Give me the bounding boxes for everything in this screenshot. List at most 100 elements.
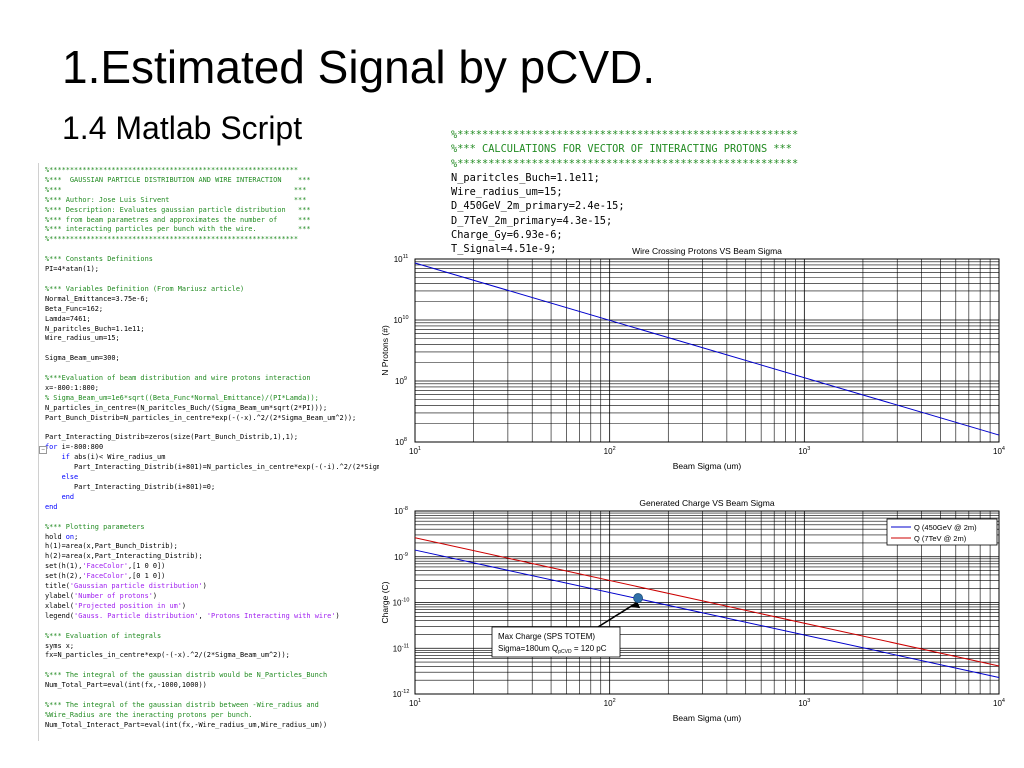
annotation-line-1: Max Charge (SPS TOTEM) bbox=[498, 632, 595, 641]
script-line: fx=N_particles_in_centre*exp(-(-x).^2/(2… bbox=[45, 651, 290, 660]
script-line: end bbox=[61, 492, 75, 501]
series-line bbox=[414, 262, 1000, 436]
annotation-box bbox=[491, 626, 621, 658]
script-line: Num_Total_Part=eval(int(fx,-1000,1000)) bbox=[45, 681, 207, 690]
script-line: xlabel('Projected position in um') bbox=[45, 601, 187, 610]
x-tick-label: 104 bbox=[993, 698, 1005, 708]
script-line: Sigma_Beam_um=300; bbox=[45, 354, 120, 363]
script-line: Part_Interacting_Distrib=zeros(size(Part… bbox=[45, 433, 299, 442]
script-line: %*** interacting particles per bunch wit… bbox=[45, 225, 311, 234]
script-line: %*** The integral of the gaussian distri… bbox=[45, 671, 328, 680]
script-line: %*** Variables Definition (From Mariusz … bbox=[45, 284, 245, 293]
script-line bbox=[45, 661, 379, 671]
legend-entry: Q (450GeV @ 2m) bbox=[914, 523, 977, 532]
script-line: set(h(1),'FaceColor',[1 0 0]) bbox=[45, 562, 166, 571]
y-tick-label: 1011 bbox=[394, 254, 409, 264]
x-tick-label: 103 bbox=[798, 446, 810, 456]
x-tick-label: 101 bbox=[409, 446, 421, 456]
y-tick-label: 10-10 bbox=[393, 598, 410, 608]
script-line bbox=[45, 364, 379, 374]
script-line: % Sigma_Beam_um=1e6*sqrt((Beta_Func*Norm… bbox=[45, 393, 319, 402]
y-tick-label: 109 bbox=[395, 376, 407, 386]
fold-marker-icon[interactable]: − bbox=[39, 446, 47, 454]
grid-lines bbox=[415, 259, 999, 442]
script-line: Part_Interacting_Distrib(i+801)=0; bbox=[45, 483, 216, 491]
y-tick-label: 10-11 bbox=[393, 643, 409, 653]
max-charge-marker bbox=[633, 593, 644, 603]
script-line bbox=[45, 691, 379, 701]
param-line: Charge_Gy=6.93e-6; bbox=[451, 229, 563, 242]
legend-box bbox=[886, 518, 998, 546]
x-tick-label: 102 bbox=[604, 446, 616, 456]
param-line: T_Signal=4.51e-9; bbox=[451, 243, 557, 256]
script-line: Num_Total_Interact_Part=eval(int(fx,-Wir… bbox=[45, 720, 328, 729]
y-tick-label: 10-9 bbox=[394, 552, 408, 562]
script-line bbox=[45, 424, 379, 434]
series-line bbox=[414, 549, 1000, 678]
y-tick-label: 10-8 bbox=[394, 506, 408, 516]
wire-crossing-protons-chart: Wire Crossing Protons VS Beam Sigma Beam … bbox=[380, 246, 1005, 471]
script-line: title('Gaussian particle distribution') bbox=[45, 582, 207, 591]
x-tick-label: 101 bbox=[409, 698, 421, 708]
script-line: %*** Plotting parameters bbox=[45, 522, 145, 531]
param-line: %***************************************… bbox=[451, 157, 799, 170]
legend-entry: Q (7TeV @ 2m) bbox=[914, 534, 967, 543]
script-line: end bbox=[45, 502, 58, 511]
slide-title: 1.Estimated Signal by pCVD. bbox=[62, 41, 656, 93]
script-line: Normal_Emittance=3.75e-6; bbox=[45, 294, 149, 303]
script-line bbox=[45, 275, 379, 285]
script-line: %*** Constants Definitions bbox=[45, 255, 153, 264]
script-line: %*** Author: Jose Luis Sirvent *** bbox=[45, 195, 307, 204]
script-line: Lamda=7461; bbox=[45, 314, 91, 323]
y-tick-label: 10-12 bbox=[393, 689, 410, 699]
script-line: syms x; bbox=[45, 641, 75, 650]
generated-charge-chart: Generated Charge VS Beam Sigma Beam Sigma… bbox=[380, 498, 1005, 723]
script-line: hold on; bbox=[45, 532, 79, 541]
annotation-line-2: Sigma=180um QpCVD = 120 pC bbox=[498, 644, 607, 655]
parameters-code: %***************************************… bbox=[451, 128, 798, 257]
script-line: %***************************************… bbox=[45, 166, 299, 174]
script-line: %Wire_Radius are the ineracting protons … bbox=[45, 710, 253, 719]
script-line: set(h(2),'FaceColor',[0 1 0]) bbox=[45, 572, 166, 581]
script-line: %*** Evaluation of integrals bbox=[45, 631, 162, 640]
x-axis-label: Beam Sigma (um) bbox=[673, 461, 742, 471]
series-line bbox=[414, 537, 1000, 667]
script-line bbox=[45, 344, 379, 354]
script-line: %*** *** bbox=[45, 185, 307, 194]
script-line: %***************************************… bbox=[45, 235, 299, 244]
x-tick-label: 102 bbox=[604, 698, 616, 708]
script-line: Wire_radius_um=15; bbox=[45, 334, 120, 343]
script-line: %*** GAUSSIAN PARTICLE DISTRIBUTION AND … bbox=[45, 175, 311, 184]
script-line: %***Evaluation of beam distribution and … bbox=[45, 374, 311, 383]
script-line bbox=[45, 622, 379, 632]
script-line: Beta_Func=162; bbox=[45, 304, 104, 313]
y-axis-label: Charge (C) bbox=[380, 581, 390, 623]
param-line: D_450GeV_2m_primary=2.4e-15; bbox=[451, 200, 625, 213]
y-tick-label: 1010 bbox=[393, 315, 408, 325]
annotation-arrow bbox=[597, 602, 637, 628]
param-line: N_paritcles_Buch=1.1e11; bbox=[451, 171, 600, 184]
x-axis-label: Beam Sigma (um) bbox=[673, 713, 742, 723]
script-line: N_particles_in_centre=(N_paritcles_Buch/… bbox=[45, 403, 328, 412]
script-line: x=-800:1:800; bbox=[45, 383, 99, 392]
param-line: Wire_radius_um=15; bbox=[451, 186, 563, 199]
chart-title: Generated Charge VS Beam Sigma bbox=[639, 498, 774, 508]
y-tick-label: 108 bbox=[395, 437, 407, 447]
param-line: %***************************************… bbox=[451, 129, 799, 141]
grid-lines bbox=[415, 511, 999, 694]
param-line: D_7TeV_2m_primary=4.3e-15; bbox=[451, 214, 613, 227]
script-line: N_paritcles_Buch=1.1e11; bbox=[45, 324, 145, 333]
x-tick-label: 103 bbox=[798, 698, 810, 708]
script-line bbox=[45, 245, 379, 255]
script-line: for i=-800:800 bbox=[45, 443, 104, 452]
script-line: ylabel('Number of protons') bbox=[45, 591, 158, 600]
script-line: %*** from beam parametres and approximat… bbox=[45, 215, 311, 224]
matlab-script-panel: %***************************************… bbox=[38, 163, 379, 741]
script-line: h(1)=area(x,Part_Bunch_Distrib); bbox=[45, 542, 178, 551]
script-line: %*** Description: Evaluates gaussian par… bbox=[45, 205, 311, 214]
script-line: else bbox=[61, 473, 79, 482]
script-line: if abs(i)< Wire_radius_um bbox=[61, 453, 166, 462]
parameters-code-panel: %***************************************… bbox=[447, 126, 817, 256]
y-axis-label: N Protons (#) bbox=[380, 325, 390, 376]
slide-subtitle: 1.4 Matlab Script bbox=[62, 110, 303, 146]
